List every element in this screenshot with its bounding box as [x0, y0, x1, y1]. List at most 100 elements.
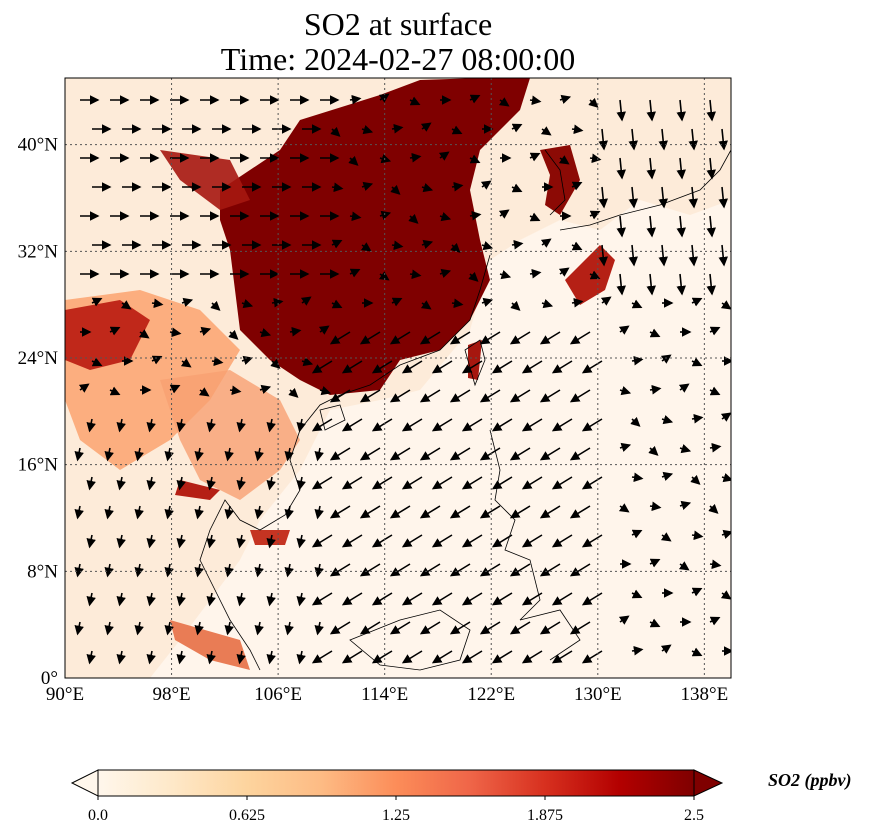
lat-tick-label: 8°N	[27, 561, 58, 582]
lat-tick-label: 24°N	[18, 348, 59, 369]
lat-tick-label: 16°N	[18, 455, 59, 476]
longitude-tick-labels: 90°E 98°E 106°E 114°E 122°E 130°E 138°E	[46, 684, 728, 705]
wind-arrow	[529, 95, 542, 106]
wind-arrow	[539, 447, 561, 461]
so2-high-korea	[540, 145, 580, 215]
wind-arrow	[254, 447, 264, 462]
wind-arrow	[389, 621, 411, 635]
wind-arrow	[661, 471, 674, 481]
wind-arrow	[206, 476, 216, 491]
wind-arrow	[469, 210, 482, 221]
wind-arrow	[314, 621, 324, 636]
wind-arrow	[676, 99, 686, 122]
colorbar: 0.0 0.625 1.25 1.875 2.5	[70, 769, 724, 824]
wind-arrow	[539, 331, 561, 345]
wind-arrow	[409, 269, 422, 280]
so2-high-thailand	[175, 480, 220, 500]
wind-arrow	[359, 505, 381, 519]
wind-arrow	[721, 473, 731, 483]
wind-arrow	[409, 96, 421, 106]
wind-arrow	[449, 389, 471, 403]
wind-arrow	[86, 476, 96, 491]
wind-arrow	[449, 563, 471, 577]
wind-arrow	[646, 215, 656, 238]
colorbar-tick-label: 0.0	[88, 807, 108, 824]
wind-arrow	[600, 296, 612, 306]
wind-arrow	[86, 534, 96, 549]
wind-arrow	[401, 418, 423, 432]
wind-arrow	[450, 242, 461, 253]
map-frame	[64, 77, 732, 679]
wind-arrow	[678, 561, 690, 571]
so2-region-indochina	[160, 370, 300, 500]
wind-arrow	[559, 94, 572, 104]
wind-arrow	[498, 97, 510, 107]
wind-arrow	[229, 385, 242, 396]
wind-arrow	[104, 447, 114, 462]
wind-arrow	[401, 360, 423, 374]
wind-arrow	[329, 563, 351, 577]
wind-arrow	[661, 415, 674, 425]
wind-arrow	[598, 128, 608, 151]
wind-arrow	[289, 326, 302, 337]
wind-arrow	[658, 186, 668, 209]
wind-arrow	[330, 126, 341, 137]
wind-arrow	[296, 476, 306, 491]
wind-arrow	[691, 647, 703, 657]
wind-arrow	[284, 621, 294, 636]
wind-arrow	[74, 447, 84, 462]
wind-arrow	[419, 447, 441, 461]
wind-arrow	[479, 447, 501, 461]
wind-arrow	[389, 563, 411, 577]
wind-arrow	[581, 476, 603, 490]
wind-arrow	[619, 442, 632, 452]
wind-arrow	[361, 181, 374, 191]
latitude-tick-labels: 0° 8°N 16°N 24°N 32°N 40°N	[18, 135, 59, 689]
wind-arrow	[419, 389, 441, 403]
wind-arrow	[134, 621, 144, 636]
wind-arrow	[341, 476, 363, 490]
wind-arrow	[479, 505, 501, 519]
wind-arrow	[361, 125, 374, 135]
wind-arrow	[266, 418, 276, 433]
wind-arrow	[390, 184, 401, 195]
wind-arrow	[539, 621, 561, 635]
wind-arrow	[521, 418, 543, 432]
wind-arrow	[284, 447, 294, 462]
wind-arrow	[598, 244, 608, 267]
wind-arrow	[619, 386, 632, 396]
wind-arrow	[631, 355, 644, 366]
wind-arrow	[706, 273, 716, 296]
wind-arrow	[588, 97, 599, 108]
wind-arrow	[116, 418, 126, 433]
wind-arrow	[649, 558, 661, 568]
wind-arrow	[254, 505, 264, 520]
colorbar-bar	[98, 770, 694, 796]
wind-arrow	[551, 360, 573, 374]
wind-arrow	[331, 299, 343, 309]
wind-arrow	[510, 300, 521, 311]
wind-arrow	[451, 298, 464, 309]
wind-arrow	[348, 155, 359, 166]
wind-arrow	[439, 268, 452, 278]
wind-arrow	[658, 244, 668, 267]
coastline-philippines	[489, 429, 541, 621]
wind-arrow	[618, 325, 630, 335]
wind-arrow	[288, 387, 299, 398]
wind-arrow	[408, 213, 419, 224]
wind-arrow	[718, 186, 728, 209]
wind-arrow	[210, 300, 221, 311]
wind-arrow	[709, 559, 722, 570]
wind-arrow	[341, 534, 363, 548]
wind-arrow	[709, 442, 722, 453]
so2-high-northwest	[160, 150, 250, 210]
wind-arrow	[491, 360, 513, 374]
so2-high-ne-india	[65, 300, 150, 370]
wind-arrow	[571, 181, 583, 191]
map-title-line-2: Time: 2024-02-27 08:00:00	[220, 41, 576, 77]
wind-arrow	[631, 299, 643, 309]
wind-arrow	[581, 534, 603, 548]
wind-arrow	[389, 447, 411, 461]
wind-arrow	[521, 592, 543, 606]
